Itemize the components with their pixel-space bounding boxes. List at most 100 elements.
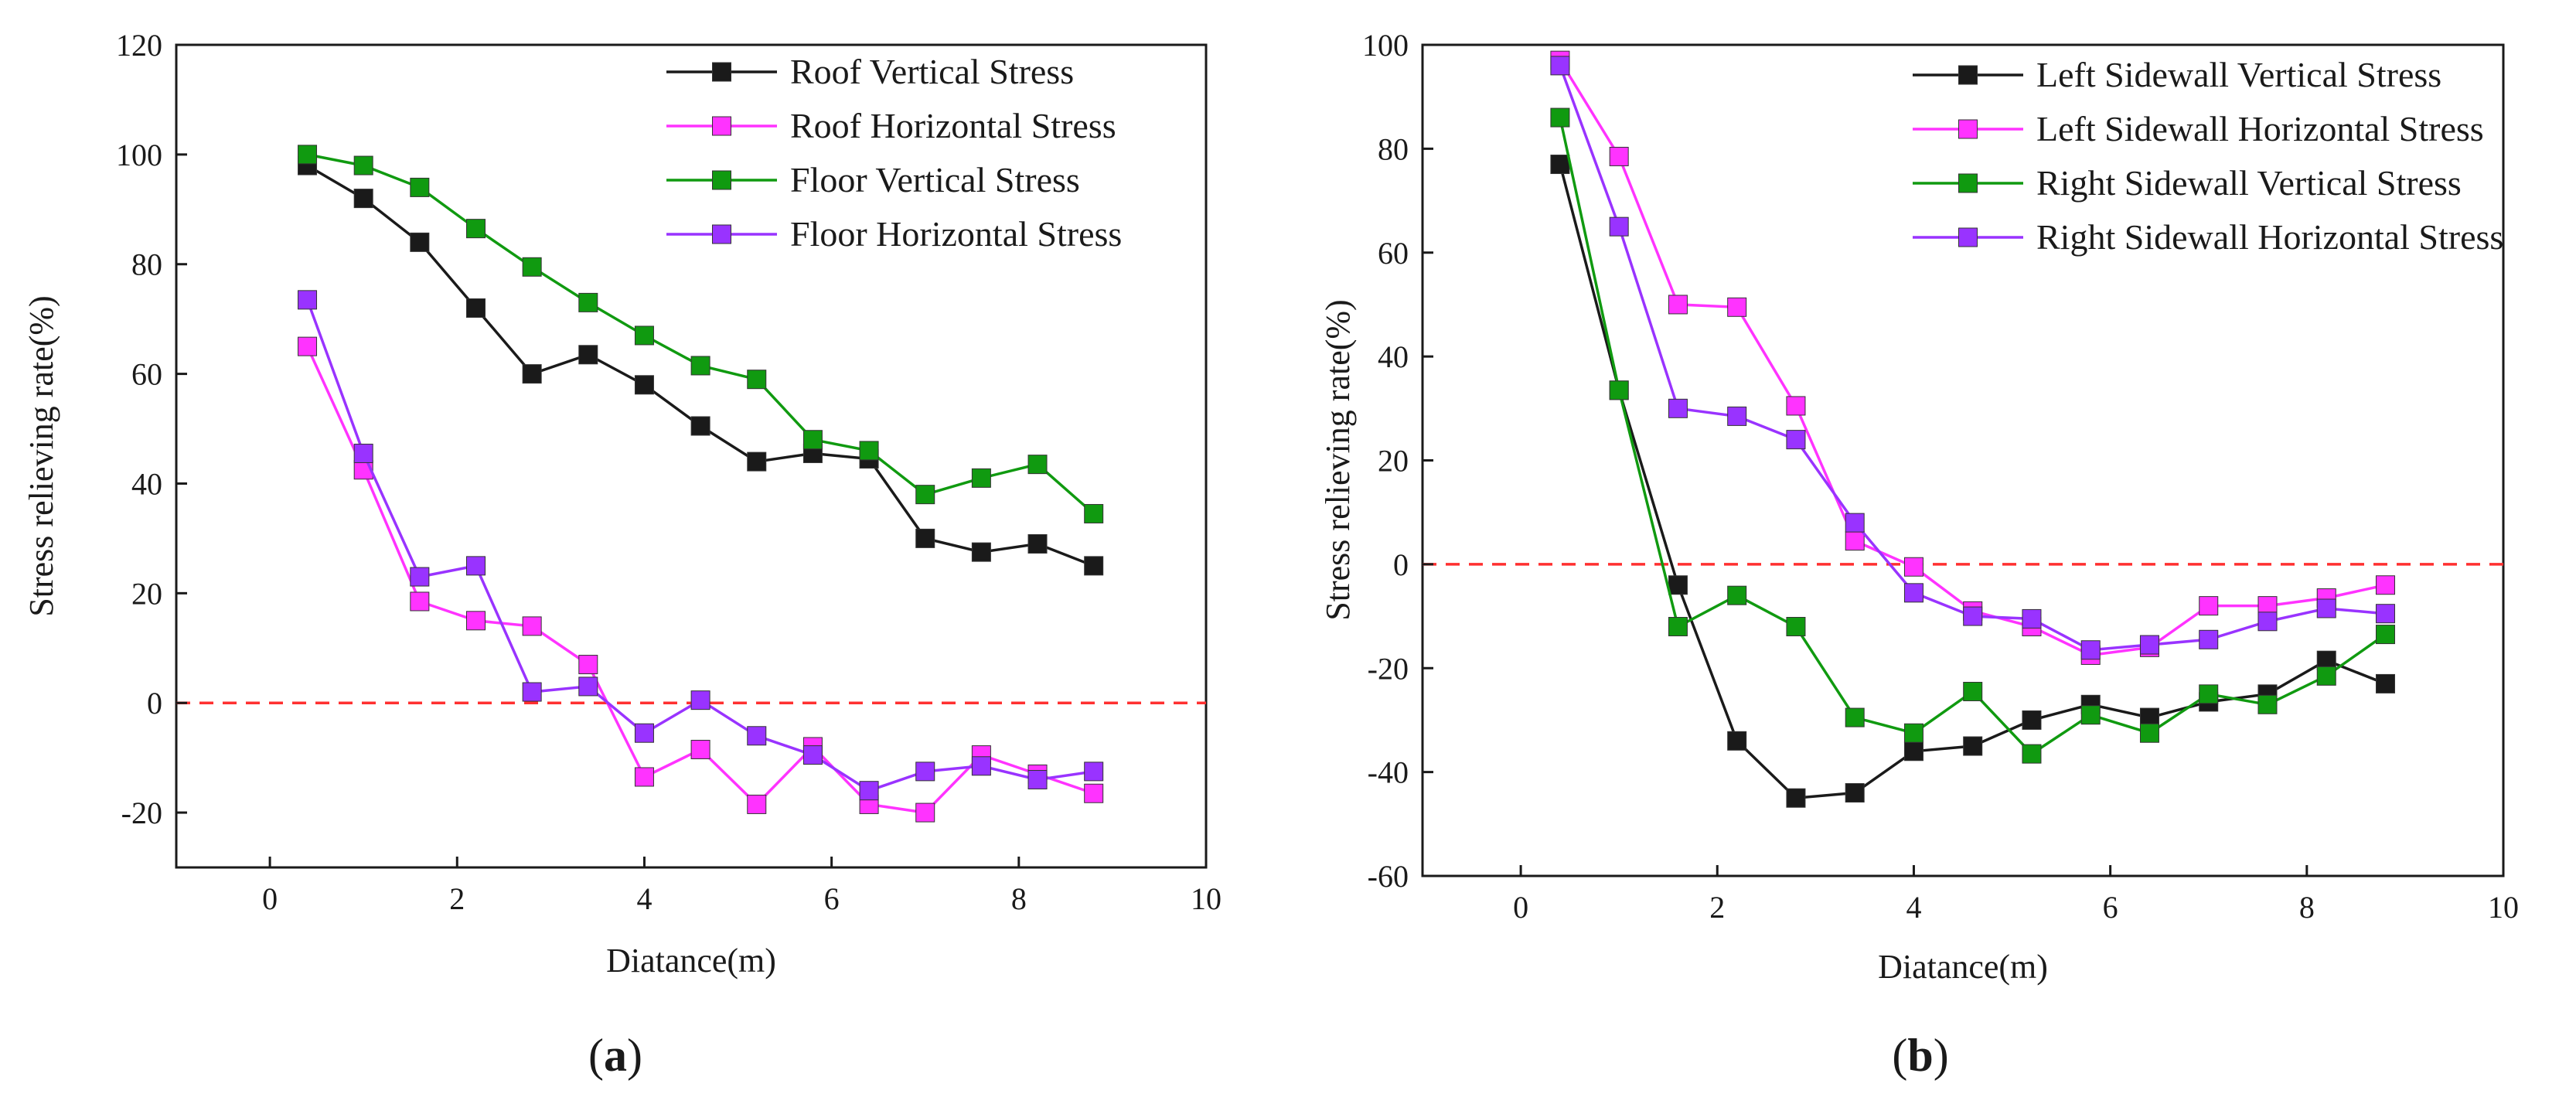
data-point-right-sidewall-vertical-stress <box>2257 694 2278 714</box>
data-point-right-sidewall-horizontal-stress <box>1786 430 1806 450</box>
data-point-right-sidewall-horizontal-stress <box>2022 608 2042 629</box>
x-tick-label: 6 <box>2103 890 2118 925</box>
series-line-floor-vertical-stress <box>307 153 1095 515</box>
data-point-right-sidewall-horizontal-stress <box>2199 629 2219 649</box>
data-point-floor-vertical-stress <box>915 485 935 505</box>
legend-label-floor-horizontal-stress: Floor Horizontal Stress <box>790 214 1122 254</box>
data-point-right-sidewall-vertical-stress <box>2375 625 2395 645</box>
legend-label-roof-vertical-stress: Roof Vertical Stress <box>790 52 1074 91</box>
data-point-floor-horizontal-stress <box>298 290 318 310</box>
data-point-roof-horizontal-stress <box>690 739 710 759</box>
y-tick-label: 0 <box>147 686 162 721</box>
data-point-right-sidewall-horizontal-stress <box>1668 398 1688 418</box>
data-point-floor-vertical-stress <box>634 325 654 346</box>
y-tick-label: 120 <box>116 28 162 63</box>
data-point-left-sidewall-vertical-stress <box>2022 710 2042 730</box>
y-tick-label: 20 <box>131 576 162 611</box>
legend-marker-left-sidewall-vertical-stress <box>1958 65 1978 85</box>
data-point-floor-vertical-stress <box>522 257 542 277</box>
x-axis-ticks-a: 0 2 4 6 8 10 <box>262 857 1222 916</box>
legend-label-left-sidewall-horizontal-stress: Left Sidewall Horizontal Stress <box>2036 109 2484 148</box>
legend-b: Left Sidewall Vertical Stress Left Sidewa… <box>1913 55 2503 257</box>
series-line-right-sidewall-horizontal-stress <box>1559 65 2386 652</box>
data-point-right-sidewall-vertical-stress <box>1963 681 1983 701</box>
series-layer-a <box>298 145 1104 823</box>
data-point-roof-vertical-stress <box>353 189 373 209</box>
y-tick-label: -20 <box>121 796 162 830</box>
data-point-roof-vertical-stress <box>578 345 598 365</box>
x-tick-label: 8 <box>2299 890 2315 925</box>
data-point-floor-vertical-stress <box>410 177 430 197</box>
x-tick-label: 10 <box>1191 881 1222 916</box>
data-point-floor-horizontal-stress <box>1084 762 1104 782</box>
panel-label-a: (a) <box>588 1030 642 1081</box>
data-point-roof-horizontal-stress <box>410 591 430 612</box>
panel-b: 0 2 4 6 8 10 -60 -40 -20 0 20 40 60 80 100 Left Sidew… <box>1319 28 2519 1081</box>
data-point-roof-horizontal-stress <box>747 794 767 814</box>
x-tick-label: 0 <box>262 881 278 916</box>
panel-label-b: (b) <box>1892 1030 1948 1081</box>
data-point-floor-vertical-stress <box>298 145 318 165</box>
data-point-right-sidewall-vertical-stress <box>1668 617 1688 636</box>
x-tick-label: 6 <box>824 881 840 916</box>
legend-label-roof-horizontal-stress: Roof Horizontal Stress <box>790 106 1116 145</box>
data-point-roof-horizontal-stress <box>634 767 654 787</box>
data-point-right-sidewall-vertical-stress <box>1727 585 1747 605</box>
data-point-right-sidewall-vertical-stress <box>2022 744 2042 764</box>
data-point-floor-vertical-stress <box>971 468 991 488</box>
data-point-right-sidewall-vertical-stress <box>1609 380 1629 400</box>
legend-marker-roof-vertical-stress <box>712 62 731 82</box>
data-point-left-sidewall-vertical-stress <box>1903 741 1923 762</box>
series-layer-b <box>1550 50 2395 808</box>
y-tick-label: -60 <box>1368 859 1409 894</box>
x-tick-label: 2 <box>1709 890 1725 925</box>
data-point-roof-horizontal-stress <box>1084 783 1104 803</box>
data-point-floor-vertical-stress <box>1084 503 1104 523</box>
data-point-right-sidewall-vertical-stress <box>1845 707 1865 727</box>
data-point-floor-vertical-stress <box>859 441 879 461</box>
data-point-right-sidewall-vertical-stress <box>1550 107 1570 128</box>
legend-label-right-sidewall-vertical-stress: Right Sidewall Vertical Stress <box>2036 163 2462 203</box>
y-tick-label: 100 <box>116 138 162 172</box>
data-point-right-sidewall-vertical-stress <box>2080 705 2101 725</box>
data-point-roof-vertical-stress <box>634 375 654 395</box>
data-point-right-sidewall-horizontal-stress <box>1845 513 1865 533</box>
data-point-floor-vertical-stress <box>578 292 598 312</box>
data-point-left-sidewall-vertical-stress <box>1845 783 1865 802</box>
data-point-floor-vertical-stress <box>353 155 373 175</box>
y-tick-label: -20 <box>1368 651 1409 686</box>
y-tick-label: 60 <box>1378 236 1409 271</box>
data-point-left-sidewall-horizontal-stress <box>1786 396 1806 416</box>
data-point-floor-vertical-stress <box>802 430 823 450</box>
data-point-floor-horizontal-stress <box>859 781 879 801</box>
data-point-floor-horizontal-stress <box>522 682 542 702</box>
data-point-roof-horizontal-stress <box>578 655 598 675</box>
data-point-floor-vertical-stress <box>465 219 486 239</box>
data-point-left-sidewall-vertical-stress <box>1727 731 1747 751</box>
data-point-right-sidewall-horizontal-stress <box>1727 406 1747 426</box>
x-axis-title-a: Diatance(m) <box>606 942 776 980</box>
y-tick-label: 0 <box>1393 547 1409 582</box>
y-axis-title-b: Stress relieving rate(%) <box>1319 299 1357 620</box>
data-point-right-sidewall-horizontal-stress <box>1963 606 1983 626</box>
y-tick-label: 20 <box>1378 444 1409 479</box>
data-point-left-sidewall-horizontal-stress <box>1609 146 1629 166</box>
data-point-floor-vertical-stress <box>1027 455 1048 475</box>
data-point-left-sidewall-vertical-stress <box>1668 575 1688 595</box>
panel-a: 0 2 4 6 8 10 -20 0 20 40 60 80 100 120 Roof Vertical… <box>22 28 1222 1081</box>
x-axis-ticks-b: 0 2 4 6 8 10 <box>1513 865 2519 925</box>
legend-label-left-sidewall-vertical-stress: Left Sidewall Vertical Stress <box>2036 55 2441 94</box>
data-point-roof-vertical-stress <box>1027 533 1048 554</box>
data-point-left-sidewall-vertical-stress <box>1786 788 1806 808</box>
data-point-roof-vertical-stress <box>747 451 767 472</box>
x-tick-label: 0 <box>1513 890 1528 925</box>
legend-a: Roof Vertical Stress Roof Horizontal Stre… <box>666 52 1122 254</box>
data-point-roof-vertical-stress <box>971 542 991 562</box>
data-point-roof-vertical-stress <box>465 298 486 318</box>
data-point-right-sidewall-vertical-stress <box>1786 617 1806 636</box>
x-tick-label: 4 <box>1906 890 1921 925</box>
data-point-floor-horizontal-stress <box>971 756 991 776</box>
data-point-right-sidewall-horizontal-stress <box>2080 640 2101 660</box>
y-tick-label: 100 <box>1362 28 1409 63</box>
data-point-roof-horizontal-stress <box>522 616 542 636</box>
